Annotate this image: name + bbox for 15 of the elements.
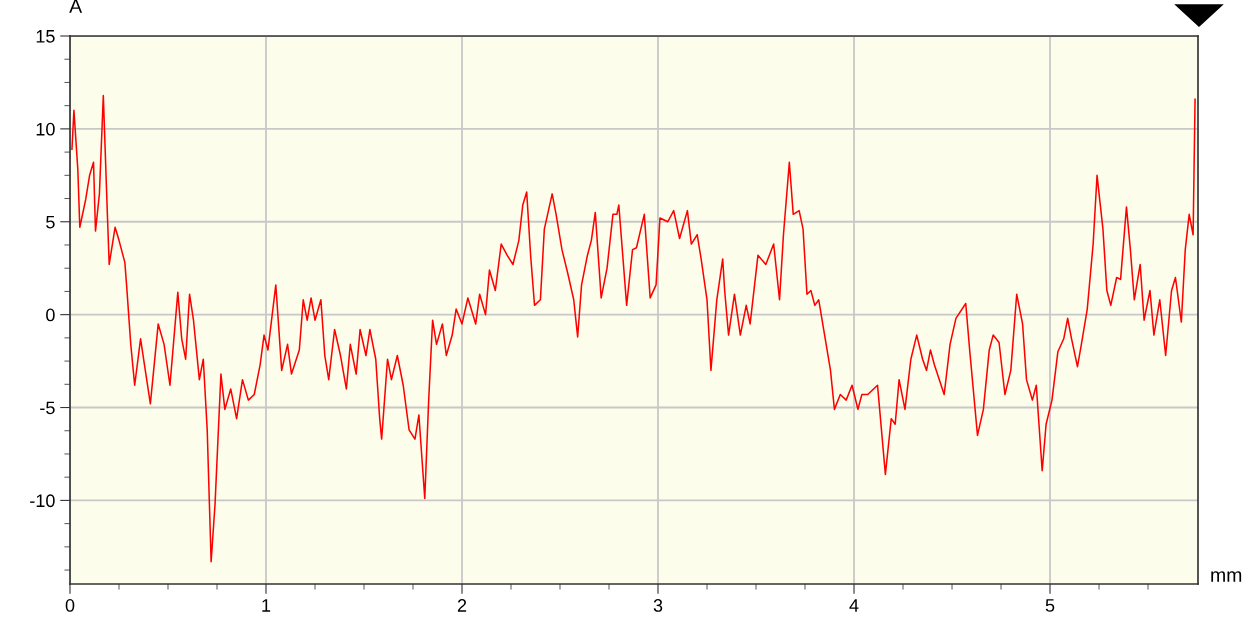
y-tick-label: 15 — [36, 30, 55, 43]
y-tick-label: 10 — [36, 122, 55, 136]
x-tick-label: 5 — [1045, 599, 1055, 612]
y-tick-label: 5 — [46, 215, 55, 229]
y-tick-label: -10 — [30, 494, 55, 508]
x-tick-label: 1 — [262, 599, 271, 612]
y-axis-title: A — [69, 0, 83, 13]
x-tick-label: 4 — [849, 599, 859, 612]
y-tick-label: 0 — [46, 308, 55, 322]
x-tick-label: 3 — [653, 599, 663, 612]
x-tick-label: 2 — [457, 599, 467, 612]
x-axis-title: mm — [1211, 571, 1242, 582]
line-series — [71, 94, 1196, 563]
x-tick-label: 0 — [65, 599, 75, 612]
y-tick-label: -5 — [40, 401, 55, 415]
